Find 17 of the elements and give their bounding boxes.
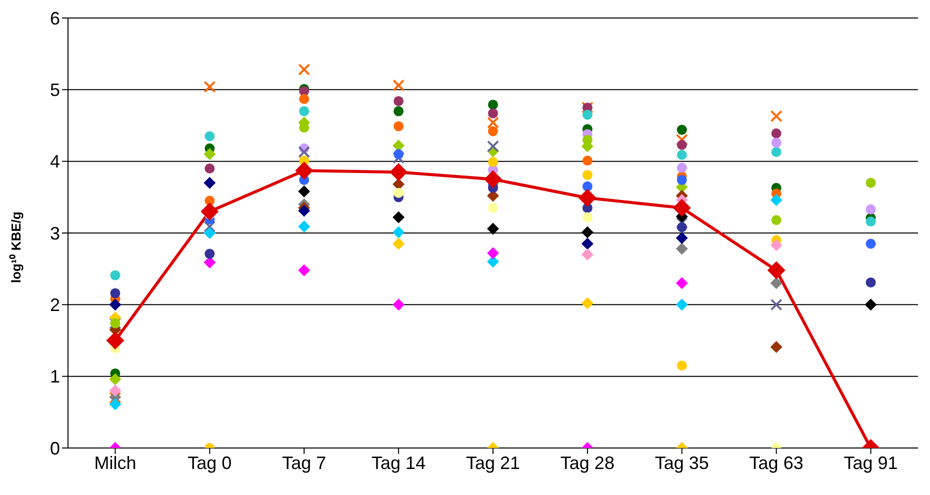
y-tick-label: 6 [50,8,60,28]
y-tick-label: 3 [50,223,60,244]
y-tick-label: 2 [50,295,60,316]
x-tick-label: Tag 14 [372,452,426,473]
y-tick-label: 0 [50,438,60,458]
x-tick-label: Tag 21 [466,452,520,473]
x-tick-label: Tag 63 [749,452,804,473]
x-tick-label: Milch [94,452,136,473]
y-tick-label: 1 [50,366,60,387]
y-tick-label: 4 [50,152,60,172]
y-tick-label: 5 [50,80,60,100]
x-tick-label: Tag 28 [560,452,614,473]
x-tick-label: Tag 91 [844,452,898,473]
x-tick-label: Tag 7 [282,452,326,473]
y-axis-title: log¹⁰ KBE/g [8,212,24,283]
x-tick-label: Tag 35 [654,452,709,473]
x-tick-label: Tag 0 [188,452,232,473]
